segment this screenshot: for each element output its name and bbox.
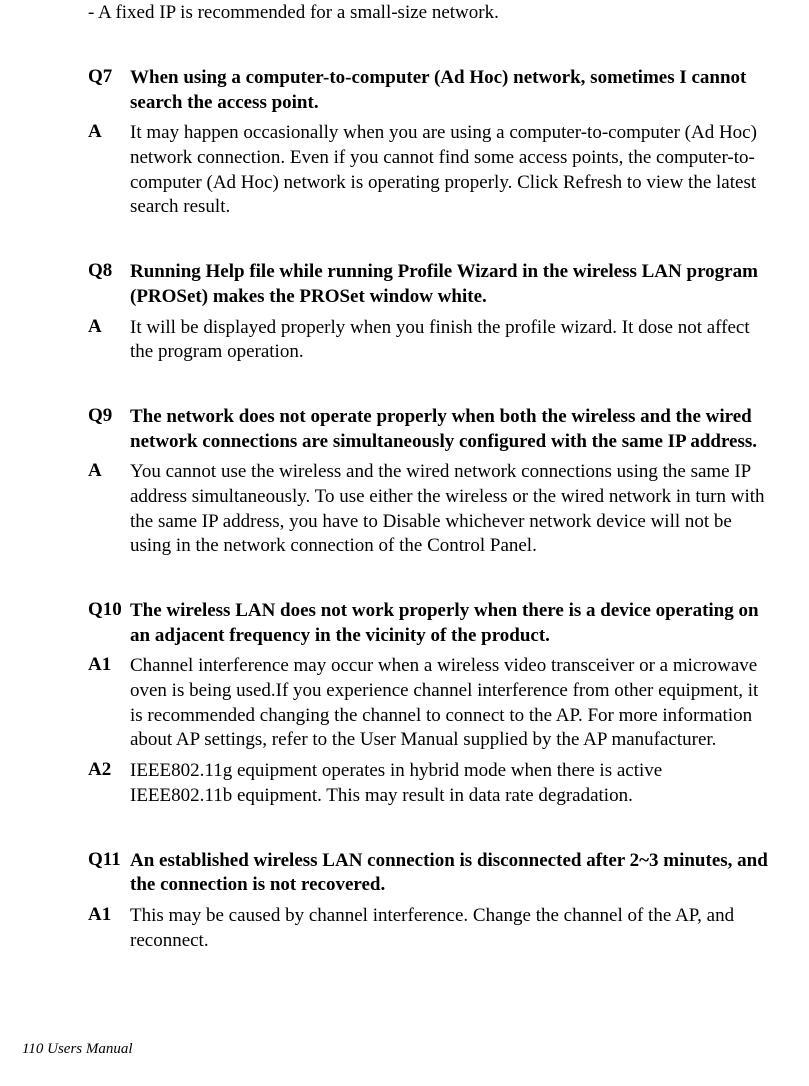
answer-text: IEEE802.11g equipment operates in hybrid… (130, 759, 769, 808)
page-content: - A fixed IP is recommended for a small-… (88, 0, 769, 953)
question-text: When using a computer-to-computer (Ad Ho… (130, 66, 769, 115)
question-row: Q9 The network does not operate properly… (88, 405, 769, 454)
answer-text: It will be displayed properly when you f… (130, 316, 769, 365)
answer-text: Channel interference may occur when a wi… (130, 654, 769, 753)
question-row: Q11 An established wireless LAN connecti… (88, 849, 769, 898)
qa-block: Q7 When using a computer-to-computer (Ad… (88, 66, 769, 220)
question-text: Running Help file while running Profile … (130, 260, 769, 309)
question-text: The network does not operate properly wh… (130, 405, 769, 454)
question-row: Q10 The wireless LAN does not work prope… (88, 599, 769, 648)
answer-row: A It may happen occasionally when you ar… (88, 121, 769, 220)
question-text: The wireless LAN does not work properly … (130, 599, 769, 648)
answer-row: A1 Channel interference may occur when a… (88, 654, 769, 753)
question-label: Q8 (88, 260, 130, 309)
question-text: An established wireless LAN connection i… (130, 849, 769, 898)
qa-block: Q10 The wireless LAN does not work prope… (88, 599, 769, 809)
qa-block: Q8 Running Help file while running Profi… (88, 260, 769, 365)
qa-block: Q9 The network does not operate properly… (88, 405, 769, 559)
page-footer: 110 Users Manual (22, 1041, 133, 1058)
answer-label: A2 (88, 759, 130, 808)
answer-label: A1 (88, 654, 130, 753)
question-row: Q8 Running Help file while running Profi… (88, 260, 769, 309)
question-label: Q11 (88, 849, 130, 898)
answer-row: A You cannot use the wireless and the wi… (88, 460, 769, 559)
answer-text: You cannot use the wireless and the wire… (130, 460, 769, 559)
answer-text: This may be caused by channel interferen… (130, 904, 769, 953)
answer-label: A (88, 460, 130, 559)
question-label: Q9 (88, 405, 130, 454)
answer-label: A (88, 316, 130, 365)
question-label: Q10 (88, 599, 130, 648)
question-label: Q7 (88, 66, 130, 115)
qa-block: Q11 An established wireless LAN connecti… (88, 849, 769, 954)
answer-row: A1 This may be caused by channel interfe… (88, 904, 769, 953)
answer-row: A2 IEEE802.11g equipment operates in hyb… (88, 759, 769, 808)
question-row: Q7 When using a computer-to-computer (Ad… (88, 66, 769, 115)
intro-text: - A fixed IP is recommended for a small-… (88, 2, 769, 24)
answer-text: It may happen occasionally when you are … (130, 121, 769, 220)
answer-label: A (88, 121, 130, 220)
answer-row: A It will be displayed properly when you… (88, 316, 769, 365)
answer-label: A1 (88, 904, 130, 953)
